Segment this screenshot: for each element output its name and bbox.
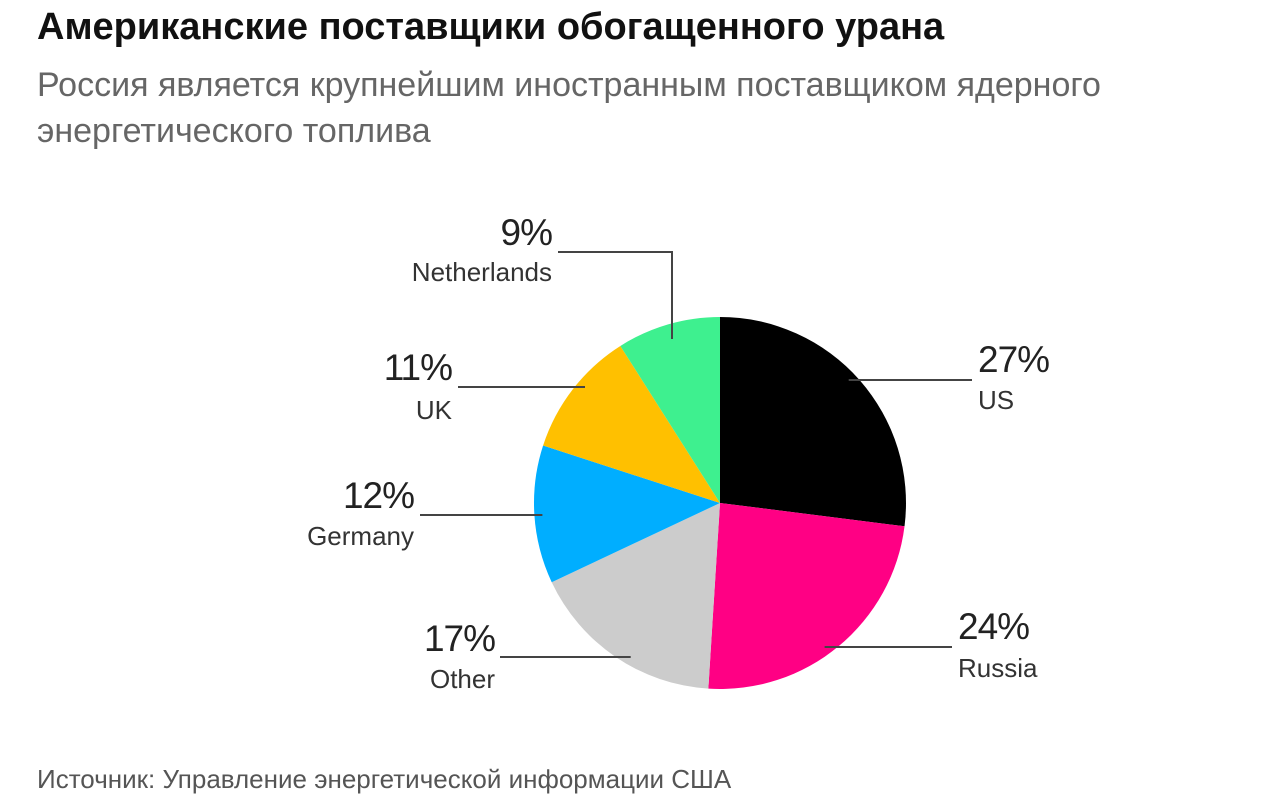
slice-category-label-us: US <box>978 385 1014 415</box>
pie-slice-uk <box>543 345 720 503</box>
slice-value-label-germany: 12% <box>343 475 414 516</box>
slice-value-label-other: 17% <box>424 618 495 659</box>
pie-slices <box>533 317 906 689</box>
pie-slice-us <box>720 317 906 527</box>
slice-category-label-other: Other <box>430 664 495 694</box>
leader-line-netherlands <box>558 251 673 339</box>
slice-labels: 27% US 24% Russia 17% Other 12% Germany 11% UK 9% N… <box>307 212 1050 694</box>
slice-value-label-netherlands: 9% <box>501 212 553 253</box>
slice-category-label-uk: UK <box>416 395 453 425</box>
slice-value-label-uk: 11% <box>384 347 452 388</box>
pie-slice-netherlands <box>620 317 720 503</box>
leader-lines <box>420 251 972 658</box>
slice-category-label-netherlands: Netherlands <box>412 257 552 287</box>
chart-title: Американские поставщики обогащенного ура… <box>37 6 945 48</box>
pie-slice-russia <box>708 503 905 689</box>
source-note: Источник: Управление энергетической инфо… <box>37 764 732 794</box>
chart-subtitle: Россия является крупнейшим иностранным п… <box>37 66 1101 150</box>
slice-category-label-russia: Russia <box>958 653 1038 683</box>
slice-value-label-russia: 24% <box>958 606 1029 647</box>
slice-value-label-us: 27% <box>978 339 1049 380</box>
pie-slice-germany <box>533 445 720 583</box>
pie-slice-other <box>551 503 720 689</box>
slice-category-label-germany: Germany <box>307 521 414 551</box>
